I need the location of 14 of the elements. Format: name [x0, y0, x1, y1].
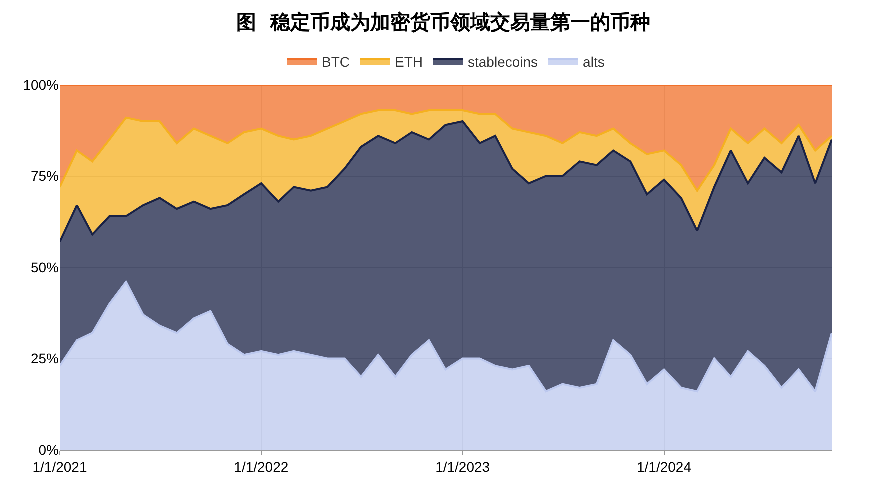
- legend-label: stablecoins: [468, 54, 538, 70]
- y-tick-label: 0%: [38, 442, 59, 458]
- chart-title: 图 稳定币成为加密货币领域交易量第一的币种: [236, 10, 650, 34]
- x-tick-label: 1/1/2023: [436, 458, 490, 475]
- x-tick-label: 1/1/2024: [637, 458, 692, 475]
- legend-label: BTC: [322, 54, 350, 70]
- x-tick-label: 1/1/2021: [32, 458, 88, 475]
- x-tick-label: 1/1/2022: [234, 458, 289, 475]
- legend-label: alts: [583, 54, 605, 70]
- y-tick-label: 25%: [30, 350, 59, 367]
- y-tick-label: 100%: [23, 76, 59, 93]
- y-tick-label: 75%: [30, 168, 59, 184]
- y-tick-label: 50%: [30, 259, 59, 276]
- legend-label: ETH: [395, 54, 423, 70]
